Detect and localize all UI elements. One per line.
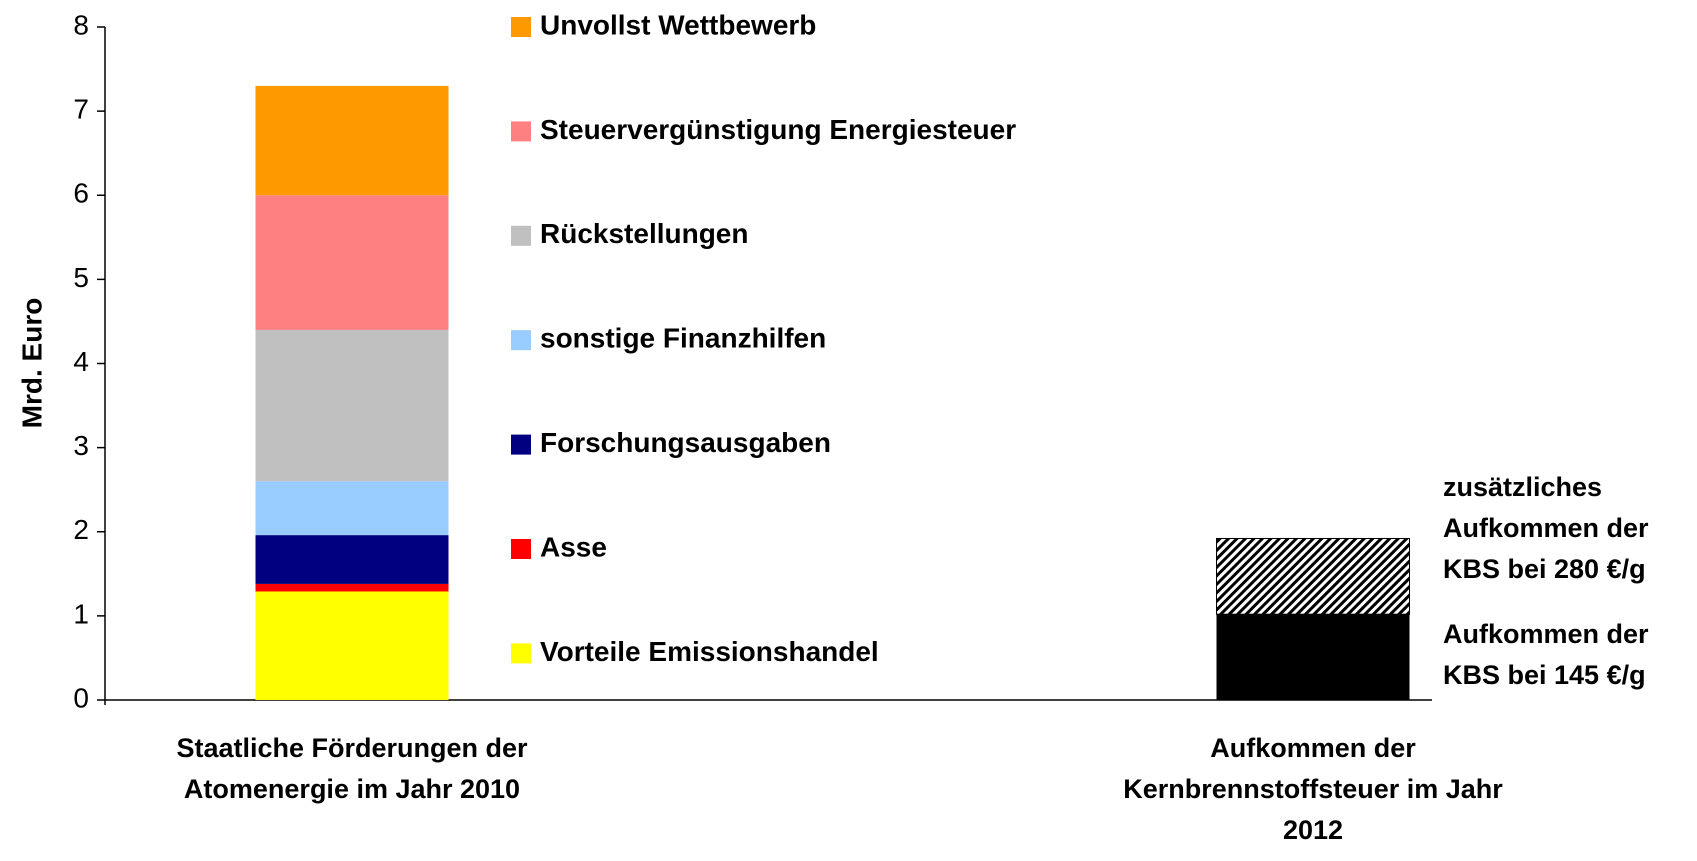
legend-label: Vorteile Emissionshandel xyxy=(540,636,879,667)
legend-swatch xyxy=(511,539,531,559)
y-tick-label: 0 xyxy=(73,682,89,713)
bar-segment xyxy=(1216,537,1410,615)
series-label: Aufkommen der KBS bei 145 €/g xyxy=(1443,619,1649,690)
bar-segment xyxy=(1216,614,1410,700)
bar-segment xyxy=(255,85,449,196)
x-tick-label: Aufkommen der Kernbrennstoffsteuer im Ja… xyxy=(1123,733,1503,845)
bar-segment xyxy=(255,591,449,700)
legend-label: Forschungsausgaben xyxy=(540,427,831,458)
legend-swatch xyxy=(511,17,531,37)
y-tick-label: 4 xyxy=(73,346,89,377)
y-tick-label: 1 xyxy=(73,598,89,629)
legend-swatch xyxy=(511,330,531,351)
legend-label: Asse xyxy=(540,531,607,562)
legend-swatch xyxy=(511,434,531,455)
bar-segment xyxy=(255,583,449,592)
y-tick-label: 3 xyxy=(73,430,89,461)
legend-swatch xyxy=(511,121,531,142)
y-axis-label: Mrd. Euro xyxy=(16,298,47,429)
y-tick-label: 6 xyxy=(73,178,89,209)
legend-label: Unvollst Wettbewerb xyxy=(540,9,816,40)
series-label: zusätzliches Aufkommen der KBS bei 280 €… xyxy=(1443,472,1649,584)
legend-swatch xyxy=(511,643,531,664)
bar-segment xyxy=(255,481,449,536)
legend-label: Rückstellungen xyxy=(540,218,748,249)
y-tick-label: 2 xyxy=(73,514,89,545)
legend-label: Steuervergünstigung Energiesteuer xyxy=(540,114,1016,145)
y-tick-label: 8 xyxy=(73,9,89,40)
bar-segment xyxy=(255,535,449,584)
legend-swatch xyxy=(511,225,531,246)
legend-label: sonstige Finanzhilfen xyxy=(540,323,826,354)
x-tick-label: Staatliche Förderungen der Atomenergie i… xyxy=(176,733,528,804)
y-tick-label: 5 xyxy=(73,262,89,293)
bar-segment xyxy=(255,329,449,482)
bar-segment xyxy=(255,195,449,330)
y-tick-label: 7 xyxy=(73,94,89,125)
